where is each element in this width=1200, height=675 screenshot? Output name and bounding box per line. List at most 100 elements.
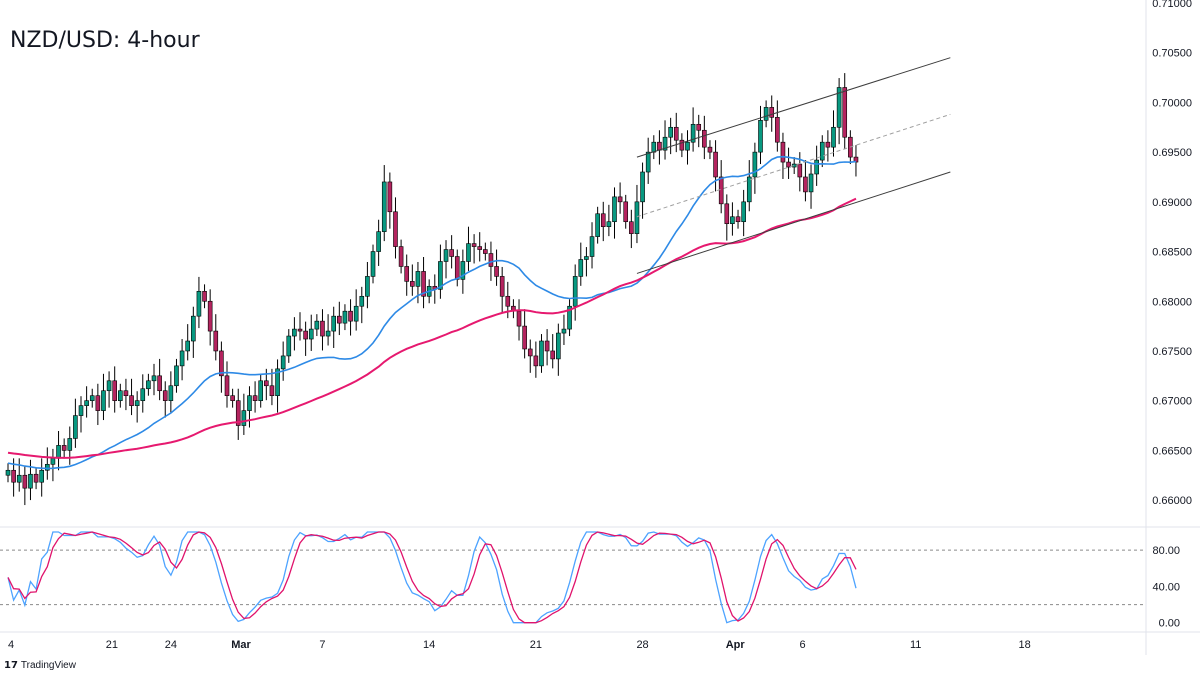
candle-body xyxy=(645,151,651,173)
candle-body xyxy=(314,320,320,330)
price-tick-label: 0.67000 xyxy=(1152,396,1192,408)
candle-body xyxy=(814,159,819,175)
candle-body xyxy=(258,380,264,401)
candle-body xyxy=(151,375,157,382)
candle-body xyxy=(572,276,578,307)
candle-body xyxy=(39,469,44,483)
stochastic-pane xyxy=(0,531,1146,624)
candle-body xyxy=(275,368,280,396)
candle-body xyxy=(483,249,488,254)
candle-body xyxy=(673,126,679,141)
candle-body xyxy=(533,355,539,367)
candle-body xyxy=(522,325,527,350)
candle-body xyxy=(825,141,831,148)
time-tick-label: 6 xyxy=(800,639,806,651)
price-tick-label: 0.68500 xyxy=(1152,247,1192,259)
candle-body xyxy=(842,87,848,138)
candle-body xyxy=(494,266,499,277)
candle-body xyxy=(634,201,640,234)
time-tick-label: 24 xyxy=(165,639,177,651)
candle-body xyxy=(797,163,803,178)
time-tick-label: 11 xyxy=(910,639,921,651)
stochastic-tick-label: 0.00 xyxy=(1159,618,1180,630)
candle-body xyxy=(348,310,353,322)
candle-body xyxy=(466,243,471,262)
candle-body xyxy=(129,395,134,406)
tradingview-logo-icon: 17 xyxy=(4,660,18,671)
candle-body xyxy=(735,216,741,223)
candle-body xyxy=(567,305,572,330)
candle-body xyxy=(707,146,713,153)
candle-body xyxy=(207,300,213,332)
tradingview-logo[interactable]: 17 TradingView xyxy=(4,660,76,671)
time-tick-label: 28 xyxy=(636,639,648,651)
candle-body xyxy=(67,438,73,451)
candle-body xyxy=(775,117,780,143)
channel-upper-line xyxy=(636,57,951,158)
candle-body xyxy=(179,350,185,367)
candle-body xyxy=(16,474,22,483)
candle-body xyxy=(331,315,337,332)
candle-body xyxy=(819,141,825,161)
candle-body xyxy=(308,328,314,340)
candle-body xyxy=(140,388,146,401)
candle-body xyxy=(410,281,415,287)
candle-body xyxy=(741,201,746,223)
candle-body xyxy=(730,216,735,225)
candle-body xyxy=(786,161,791,168)
candle-body xyxy=(168,385,174,401)
candle-body xyxy=(106,380,112,392)
candle-body xyxy=(118,390,123,401)
candle-body xyxy=(600,213,606,227)
stochastic-tick-label: 40.00 xyxy=(1152,581,1180,593)
candle-body xyxy=(690,123,696,143)
candle-body xyxy=(696,123,702,131)
candle-body xyxy=(539,340,544,367)
candle-body xyxy=(89,395,95,401)
candle-body xyxy=(685,141,690,151)
candle-body xyxy=(33,473,39,483)
candle-body xyxy=(443,249,449,262)
candle-body xyxy=(134,400,140,406)
candle-body xyxy=(769,107,775,118)
candle-body xyxy=(746,176,752,203)
candle-body xyxy=(398,246,404,267)
candle-body xyxy=(157,375,162,392)
candle-body xyxy=(247,395,252,411)
price-tick-label: 0.67500 xyxy=(1152,346,1192,358)
candle-body xyxy=(836,87,842,128)
candle-body xyxy=(606,221,612,227)
candle-body xyxy=(584,256,589,260)
price-tick-label: 0.68000 xyxy=(1152,296,1192,308)
candle-body xyxy=(561,328,567,334)
candle-body xyxy=(353,305,359,322)
candle-body xyxy=(123,390,129,396)
candle-body xyxy=(325,330,331,337)
candle-body xyxy=(454,256,460,280)
candle-body xyxy=(78,405,84,416)
candle-body xyxy=(780,141,786,163)
candle-body xyxy=(235,400,241,426)
candle-body xyxy=(196,291,202,317)
candle-body xyxy=(544,340,550,352)
price-tick-label: 0.69500 xyxy=(1152,147,1192,159)
time-tick-label: 7 xyxy=(319,639,325,651)
candle-body xyxy=(269,385,275,396)
candle-body xyxy=(112,380,117,401)
candle-body xyxy=(11,469,16,483)
candle-body xyxy=(471,243,477,247)
candle-body xyxy=(264,380,269,387)
candle-body xyxy=(219,350,224,377)
candle-body xyxy=(640,171,645,203)
candle-body xyxy=(22,474,28,489)
candle-body xyxy=(516,310,522,327)
stochastic-k-line xyxy=(7,531,857,624)
candle-body xyxy=(617,196,623,203)
price-tick-label: 0.70500 xyxy=(1152,48,1192,60)
candle-body xyxy=(337,315,342,324)
stochastic-d-line xyxy=(7,531,857,624)
candle-body xyxy=(286,335,292,357)
candle-body xyxy=(393,211,398,247)
candle-body xyxy=(404,266,410,282)
candle-body xyxy=(438,261,443,290)
